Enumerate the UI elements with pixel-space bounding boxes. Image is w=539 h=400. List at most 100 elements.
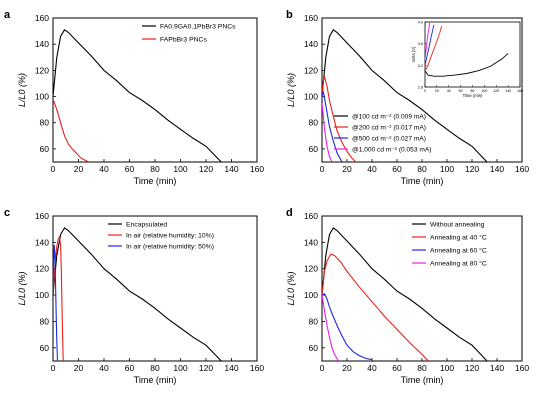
inset-chart: 0 20 40 60 80 100 120 140 160 2.8 3.2 3.6 4.0 Time (m… (411, 21, 523, 99)
inset-x-tick-label: 20 (435, 89, 439, 93)
inset-series-line-1 (425, 53, 509, 77)
x-tick-label: 100 (440, 363, 454, 373)
x-axis-label: Time (min) (401, 176, 444, 186)
y-tick-label: 140 (304, 39, 318, 49)
x-tick-label: 100 (440, 164, 454, 174)
x-tick-label: 140 (224, 164, 238, 174)
legend-label: @500 cd m⁻² (0.027 mA) (352, 136, 426, 143)
x-tick-label: 160 (515, 164, 529, 174)
inset-x-tick-label: 60 (459, 89, 463, 93)
y-tick-label: 100 (35, 290, 49, 300)
series-line-d-2 (322, 253, 429, 361)
y-tick-label: 80 (40, 118, 50, 128)
x-tick-label: 20 (342, 363, 352, 373)
series-line-c-1 (53, 227, 222, 361)
x-tick-label: 80 (417, 164, 427, 174)
x-tick-label: 140 (224, 363, 238, 373)
inset-x-tick-label: 120 (493, 89, 499, 93)
x-tick-label: 140 (490, 164, 504, 174)
y-axis-label: L/L0 (%) (286, 271, 296, 305)
inset-x-tick-label: 40 (447, 89, 451, 93)
legend-d: Without annealing Annealing at 40 °C Annea… (412, 222, 487, 268)
legend-label: Annealing at 40 °C (430, 234, 487, 242)
x-tick-label: 40 (99, 164, 109, 174)
series-line-d-4 (322, 295, 339, 361)
legend-label: Encapsulated (126, 222, 167, 229)
plot-frame (321, 215, 523, 362)
panel-b: b 0 20 40 60 80 100 120 140 160 60 80 100 120 140 160 Ti… (286, 9, 529, 186)
x-tick-label: 120 (465, 164, 479, 174)
legend-label: FA0.9GA0.1PbBr3 PNCs (160, 24, 236, 31)
inset-y-tick-label: 3.6 (418, 42, 423, 46)
x-tick-label: 40 (367, 164, 377, 174)
series-line-d-1 (322, 227, 488, 361)
x-tick-label: 20 (74, 164, 84, 174)
series-line-b-2 (322, 74, 357, 162)
y-tick-label: 100 (35, 92, 49, 102)
y-tick-label: 140 (304, 237, 318, 247)
legend-b: @100 cd m⁻² (0.009 mA) @200 cd m⁻² (0.017… (334, 114, 431, 154)
y-axis-label: L/L0 (%) (17, 73, 27, 107)
series-line-b-1 (322, 29, 488, 162)
y-tick-label: 120 (35, 264, 49, 274)
legend-c: Encapsulated In air (relative humidity: 1… (108, 222, 214, 251)
y-tick-label: 120 (304, 264, 318, 274)
panel-label: d (286, 207, 293, 219)
y-tick-label: 60 (40, 343, 50, 353)
legend-label: FAPbBr3 PNCs (160, 37, 207, 44)
panel-label: b (286, 9, 293, 21)
x-tick-label: 20 (342, 164, 352, 174)
x-tick-label: 80 (150, 363, 160, 373)
x-tick-label: 0 (51, 363, 56, 373)
y-tick-label: 160 (304, 211, 318, 221)
inset-x-axis-label: Time (min) (463, 93, 483, 98)
panel-label: a (4, 9, 11, 21)
x-tick-label: 120 (199, 164, 213, 174)
series-line-a-2 (53, 99, 89, 162)
series-line-b-3 (322, 91, 343, 162)
y-tick-label: 120 (35, 65, 49, 75)
inset-series-line-4 (425, 22, 431, 60)
inset-y-tick-label: 3.2 (418, 64, 423, 68)
y-axis-label: L/L0 (%) (17, 271, 27, 305)
y-tick-label: 100 (304, 290, 318, 300)
y-tick-label: 140 (35, 39, 49, 49)
x-tick-label: 20 (74, 363, 84, 373)
y-tick-label: 80 (40, 316, 50, 326)
x-tick-label: 40 (99, 363, 109, 373)
series-line-a-1 (53, 29, 222, 162)
x-tick-label: 160 (515, 363, 529, 373)
series-line-c-3 (53, 244, 59, 361)
x-axis-label: Time (min) (134, 375, 177, 385)
y-tick-label: 160 (35, 13, 49, 23)
inset-x-tick-label: 160 (517, 89, 523, 93)
panel-a: a 0 20 40 60 80 100 120 140 160 60 80 100 120 140 160 Ti… (4, 9, 264, 186)
x-tick-label: 60 (392, 363, 402, 373)
y-axis-label: L/L0 (%) (286, 73, 296, 107)
x-tick-label: 100 (173, 363, 187, 373)
y-tick-label: 80 (309, 118, 319, 128)
legend-label: Without annealing (430, 222, 485, 229)
panel-c: c 0 20 40 60 80 100 120 140 160 60 80 100 120 140 160 Ti… (4, 207, 264, 385)
legend-label: In air (relative humidity: 10%) (126, 233, 214, 240)
inset-frame (424, 21, 521, 88)
x-tick-label: 80 (417, 363, 427, 373)
x-tick-label: 140 (490, 363, 504, 373)
x-axis-label: Time (min) (134, 176, 177, 186)
legend-label: Annealing at 80 °C (430, 260, 487, 268)
x-tick-label: 160 (250, 363, 264, 373)
inset-x-tick-label: 0 (424, 89, 426, 93)
y-tick-label: 60 (309, 144, 319, 154)
inset-y-tick-label: 2.8 (418, 86, 423, 90)
y-tick-label: 100 (304, 92, 318, 102)
inset-series-line-3 (425, 24, 435, 66)
panel-label: c (4, 207, 10, 219)
legend-a: FA0.9GA0.1PbBr3 PNCs FAPbBr3 PNCs (142, 24, 236, 44)
x-tick-label: 120 (199, 363, 213, 373)
panel-d: d 0 20 40 60 80 100 120 140 160 60 80 100 120 140 160 Ti… (286, 207, 529, 385)
x-tick-label: 100 (173, 164, 187, 174)
y-tick-label: 60 (40, 144, 50, 154)
inset-x-tick-label: 140 (505, 89, 511, 93)
legend-label: @1,000 cd m⁻² (0.053 mA) (352, 147, 431, 154)
